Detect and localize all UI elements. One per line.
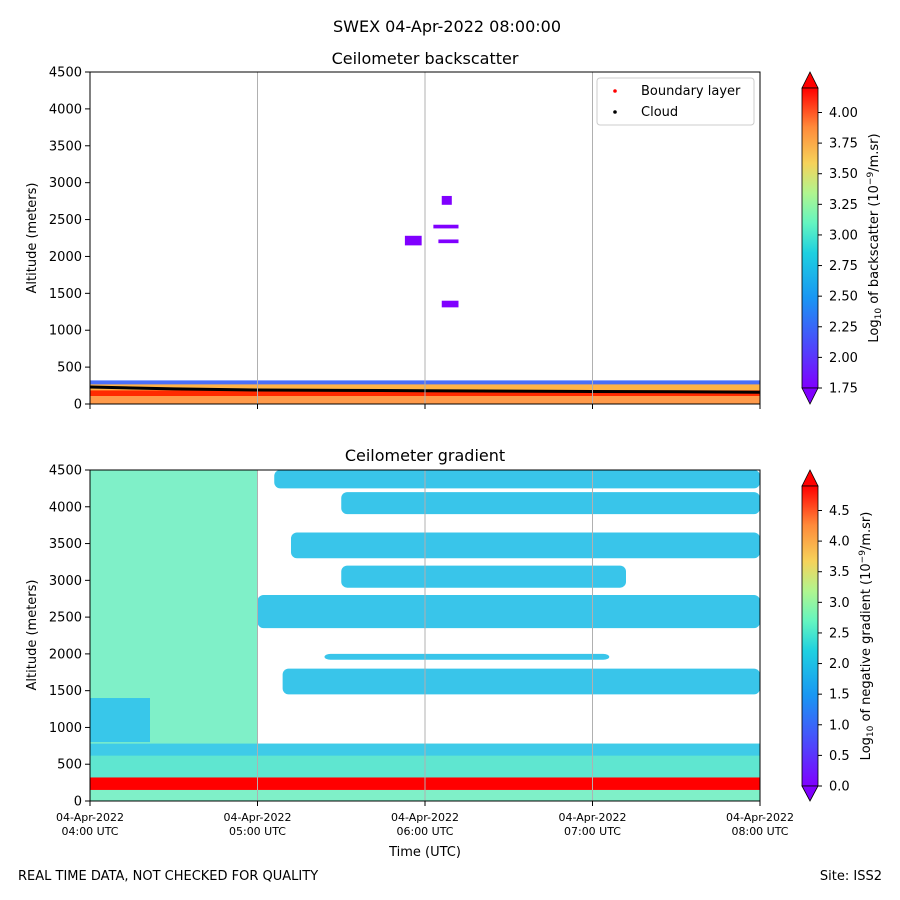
y-tick-label: 3000 (49, 574, 82, 589)
gradient-cloud-band (291, 532, 760, 559)
colorbar-tick-label: 3.00 (829, 228, 858, 243)
legend-boundary-layer-label: Boundary layer (641, 84, 741, 99)
colorbar-tick-label: 2.0 (829, 657, 850, 672)
gradient-plot-area (90, 470, 760, 801)
figure-title: SWEX 04-Apr-2022 08:00:00 (333, 17, 561, 36)
y-tick-label: 500 (57, 758, 82, 773)
gradient-y-label: Altitude (meters) (25, 580, 40, 691)
y-tick-label: 500 (57, 361, 82, 376)
colorbar-tick-label: 2.25 (829, 320, 858, 335)
y-tick-label: 1000 (49, 721, 82, 736)
gradient-colorbar-bottom-arrow (801, 785, 819, 802)
backscatter-plot-area (89, 72, 761, 404)
legend-boundary-layer-marker (613, 89, 617, 93)
gradient-x-label: Time (UTC) (388, 845, 461, 860)
y-tick-label: 1000 (49, 324, 82, 339)
y-tick-label: 0 (74, 795, 82, 810)
colorbar-tick-label: 2.50 (829, 290, 858, 305)
y-tick-label: 0 (74, 398, 82, 413)
gradient-filled-lower-left (90, 698, 150, 743)
y-tick-label: 3500 (49, 537, 82, 552)
x-tick-label-date: 04-Apr-2022 (391, 811, 459, 824)
x-tick-label-date: 04-Apr-2022 (558, 811, 626, 824)
gradient-cloud-band (274, 470, 760, 489)
y-tick-label: 3500 (49, 139, 82, 154)
x-tick-label-date: 04-Apr-2022 (56, 811, 124, 824)
colorbar-tick-label: 2.00 (829, 351, 858, 366)
backscatter-colorbar-top-arrow (801, 71, 819, 89)
gradient-colorbar-ticks: 0.0 0.5 1.0 1.5 2.0 2.5 3.0 3.5 4.0 4.5 (818, 504, 850, 795)
backscatter-title: Ceilometer backscatter (332, 49, 519, 68)
backscatter-colorbar-bottom-arrow (801, 387, 819, 405)
gradient-cloud-band (282, 668, 760, 695)
colorbar-tick-label: 1.0 (829, 718, 850, 733)
colorbar-tick-label: 0.5 (829, 749, 850, 764)
gradient-colorbar-label: Log10 of negative gradient (10−9/m.sr) (858, 512, 876, 761)
legend-frame (596, 77, 755, 126)
legend-cloud-marker (613, 110, 617, 114)
backscatter-y-axis: 0 500 1000 1500 2000 2500 3000 3500 4000 4500 (49, 66, 90, 413)
colorbar-tick-label: 0.0 (829, 780, 850, 795)
y-tick-label: 2500 (49, 611, 82, 626)
x-tick-label-time: 06:00 UTC (396, 825, 453, 838)
x-tick-label-time: 05:00 UTC (229, 825, 286, 838)
backscatter-panel: Ceilometer backscatter 0 500 1000 1500 2000 2… (25, 49, 884, 413)
colorbar-tick-label: 3.0 (829, 596, 850, 611)
colorbar-tick-label: 2.5 (829, 626, 850, 641)
y-tick-label: 2000 (49, 250, 82, 265)
y-tick-label: 1500 (49, 287, 82, 302)
y-tick-label: 4000 (49, 500, 82, 515)
y-tick-label: 4500 (49, 66, 82, 81)
backscatter-legend: Boundary layer Cloud (596, 77, 755, 126)
gradient-colorbar-top-arrow (801, 469, 819, 487)
gradient-cloud-band (257, 595, 760, 629)
backscatter-colorbar-label: Log10 of backscatter (10−9/m.sr) (866, 133, 884, 342)
gradient-y-axis: 0 500 1000 1500 2000 2500 3000 3500 4000 4500 (49, 464, 90, 810)
colorbar-tick-label: 4.00 (829, 106, 858, 121)
x-tick-label-date: 04-Apr-2022 (726, 811, 794, 824)
colorbar-tick-label: 4.5 (829, 504, 850, 519)
gradient-colorbar-bar (801, 485, 819, 787)
backscatter-x-axis (89, 404, 761, 409)
gradient-cloud-band (341, 565, 626, 588)
gradient-colorbar: 0.0 0.5 1.0 1.5 2.0 2.5 3.0 3.5 4.0 4.5 Log10 of … (801, 469, 876, 802)
backscatter-colorbar-bar (801, 87, 819, 389)
colorbar-tick-label: 3.50 (829, 167, 858, 182)
y-tick-label: 4500 (49, 464, 82, 479)
backscatter-colorbar: 1.75 2.00 2.25 2.50 2.75 3.00 3.25 3.50 3.75 4.00… (801, 71, 884, 405)
cloud-patch (441, 195, 452, 205)
cloud-patch (438, 239, 459, 244)
backscatter-y-label: Altitude (meters) (25, 183, 40, 294)
y-tick-label: 3000 (49, 176, 82, 191)
gradient-title: Ceilometer gradient (345, 446, 505, 465)
backscatter-colorbar-ticks: 1.75 2.00 2.25 2.50 2.75 3.00 3.25 3.50 3.75 4.00 (818, 106, 858, 397)
colorbar-tick-label: 3.75 (829, 137, 858, 152)
colorbar-tick-label: 1.5 (829, 688, 850, 703)
x-tick-label-time: 04:00 UTC (61, 825, 118, 838)
colorbar-tick-label: 2.75 (829, 259, 858, 274)
y-tick-label: 4000 (49, 102, 82, 117)
colorbar-tick-label: 3.25 (829, 198, 858, 213)
colorbar-tick-label: 3.5 (829, 565, 850, 580)
gradient-panel: Ceilometer gradient 0 500 1000 1500 2000 2500… (25, 446, 876, 860)
y-tick-label: 2000 (49, 647, 82, 662)
site-label: Site: ISS2 (819, 869, 882, 884)
cloud-patch (404, 235, 422, 246)
y-tick-label: 2500 (49, 213, 82, 228)
gradient-cloud-band (324, 653, 610, 660)
quality-disclaimer: REAL TIME DATA, NOT CHECKED FOR QUALITY (18, 869, 319, 884)
legend-cloud-label: Cloud (641, 105, 678, 120)
cloud-patch (441, 300, 459, 308)
y-tick-label: 1500 (49, 684, 82, 699)
colorbar-tick-label: 4.0 (829, 535, 850, 550)
x-tick-label-time: 07:00 UTC (564, 825, 621, 838)
x-tick-label-date: 04-Apr-2022 (223, 811, 291, 824)
gradient-cloud-band (341, 492, 760, 515)
x-tick-label-time: 08:00 UTC (731, 825, 788, 838)
cloud-patch (433, 224, 459, 229)
colorbar-tick-label: 1.75 (829, 382, 858, 397)
